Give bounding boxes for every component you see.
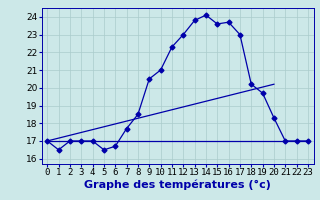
X-axis label: Graphe des températures (°c): Graphe des températures (°c)	[84, 180, 271, 190]
